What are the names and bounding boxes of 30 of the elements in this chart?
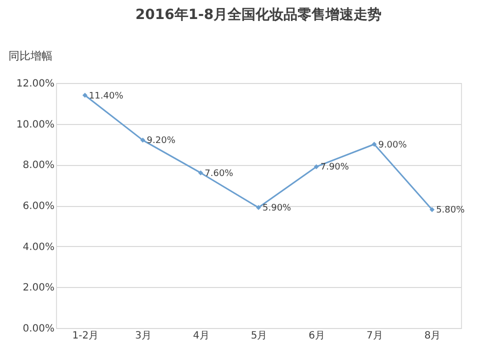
data-label: 9.00% <box>378 140 408 150</box>
point <box>314 164 319 170</box>
y-tick-label: 12.00% <box>16 78 54 90</box>
x-tick-label: 8月 <box>424 330 441 342</box>
x-tick-label: 4月 <box>192 330 210 342</box>
y-tick-label: 6.00% <box>22 201 54 212</box>
y-axis-title: 同比增幅 <box>8 50 52 62</box>
point <box>256 205 261 210</box>
y-tick-label: 10.00% <box>16 119 54 130</box>
point <box>372 142 377 147</box>
y-tick-label: 4.00% <box>22 242 54 253</box>
data-label: 7.90% <box>320 162 350 173</box>
x-tick-label: 1-2月 <box>72 330 99 342</box>
y-tick-label: 2.00% <box>22 282 54 294</box>
x-tick-label: 7月 <box>366 330 383 342</box>
x-tick-label: 6月 <box>308 330 326 342</box>
x-tick-label: 3月 <box>135 330 152 342</box>
data-label: 5.90% <box>262 204 292 214</box>
y-tick-label: 0.00% <box>22 324 54 334</box>
point <box>198 170 204 176</box>
data-label: 5.80% <box>436 206 466 216</box>
point <box>140 138 146 143</box>
point <box>82 92 88 98</box>
data-label: 7.60% <box>204 168 234 179</box>
data-label: 9.20% <box>146 136 176 146</box>
y-tick-label: 8.00% <box>22 160 54 172</box>
point <box>430 207 435 212</box>
x-tick-label: 5月 <box>250 330 268 342</box>
data-label: 11.40% <box>88 91 124 102</box>
chart-title: 2016年1-8月全国化妆品零售增速走势 <box>135 7 382 23</box>
